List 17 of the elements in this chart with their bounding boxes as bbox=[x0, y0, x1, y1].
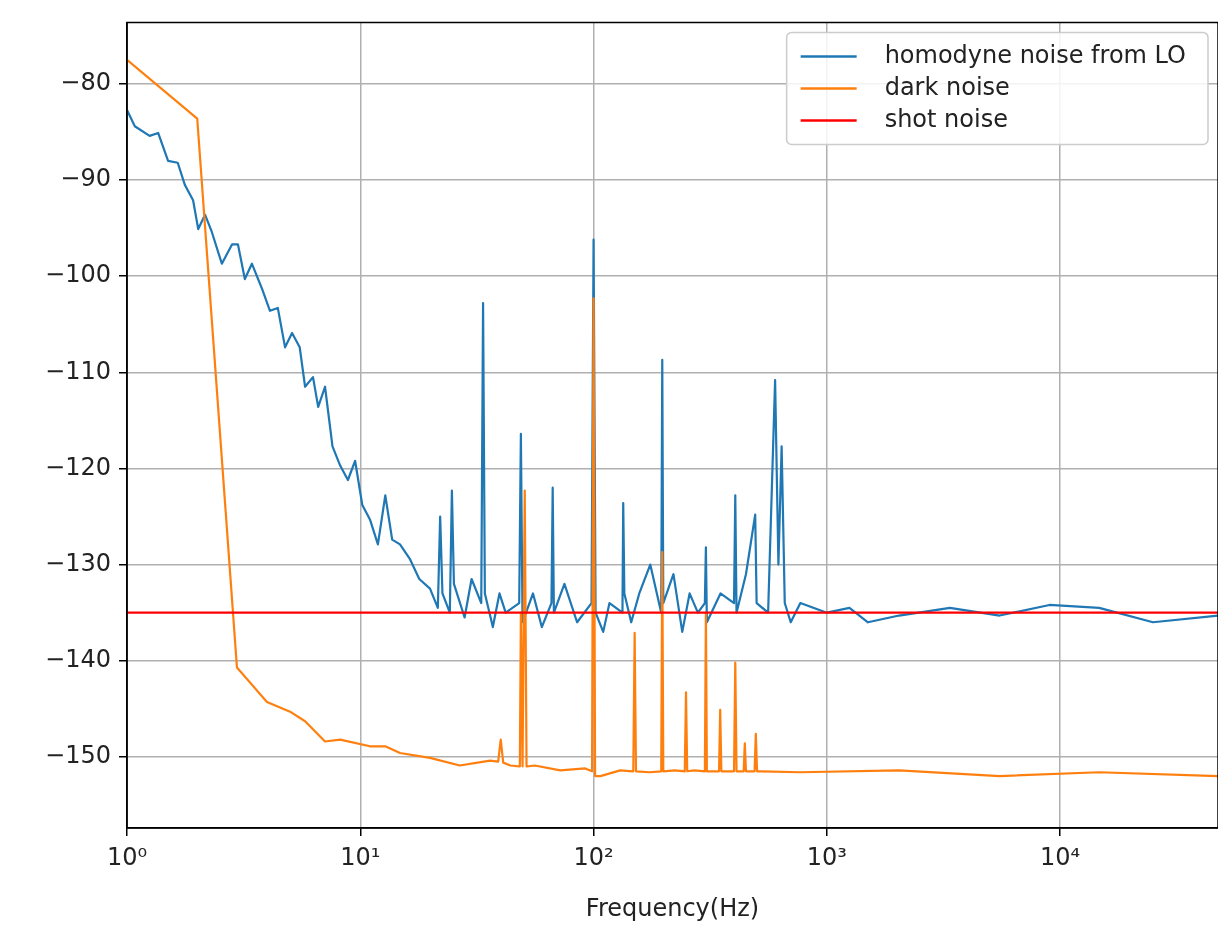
y-tick-label: −150 bbox=[45, 741, 111, 770]
y-tick-label: −90 bbox=[60, 164, 111, 193]
y-tick-label: −80 bbox=[60, 68, 111, 97]
x-tick-label: 10⁴ bbox=[1040, 842, 1081, 871]
y-tick-label: −140 bbox=[45, 644, 111, 673]
x-tick-label: 10⁰ bbox=[106, 842, 148, 871]
y-tick-label: −110 bbox=[45, 356, 111, 385]
x-tick-label: 10² bbox=[573, 842, 614, 871]
y-tick-label: −100 bbox=[45, 260, 111, 289]
legend-label: shot noise bbox=[884, 104, 1008, 133]
y-tick-label: −120 bbox=[45, 452, 111, 481]
legend-label: dark noise bbox=[884, 72, 1010, 101]
x-tick-label: 10³ bbox=[806, 842, 847, 871]
legend-label: homodyne noise from LO bbox=[884, 40, 1187, 69]
y-tick-label: −130 bbox=[45, 548, 111, 577]
x-tick-label: 10¹ bbox=[340, 842, 381, 871]
x-axis-title: Frequency(Hz) bbox=[585, 893, 760, 922]
